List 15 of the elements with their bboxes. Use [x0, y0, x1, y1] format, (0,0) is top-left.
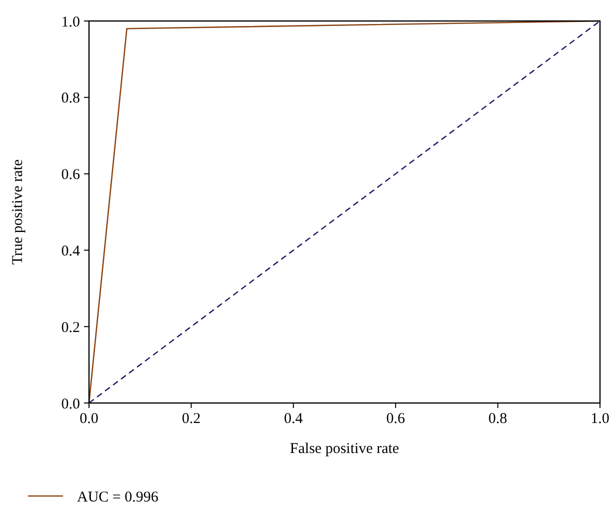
y-tick-label: 1.0 [61, 14, 80, 30]
y-tick-label: 0.0 [61, 396, 80, 412]
y-tick-label: 0.8 [61, 90, 80, 107]
y-tick-label: 0.6 [61, 167, 80, 184]
y-tick-label: 0.2 [61, 320, 80, 336]
x-tick-label: 0.4 [284, 411, 304, 427]
x-tick-label: 0.8 [488, 411, 508, 427]
y-tick-label: 0.4 [61, 243, 80, 260]
x-tick-label: 0.0 [80, 411, 98, 427]
legend-label: AUC = 0.996 [77, 489, 159, 506]
x-tick-label: 0.2 [182, 411, 201, 427]
x-axis-title: False positive rate [290, 441, 400, 457]
x-tick-label: 0.6 [386, 411, 406, 427]
y-axis-title: True positive rate [10, 159, 26, 265]
x-tick-label: 1.0 [590, 411, 610, 427]
